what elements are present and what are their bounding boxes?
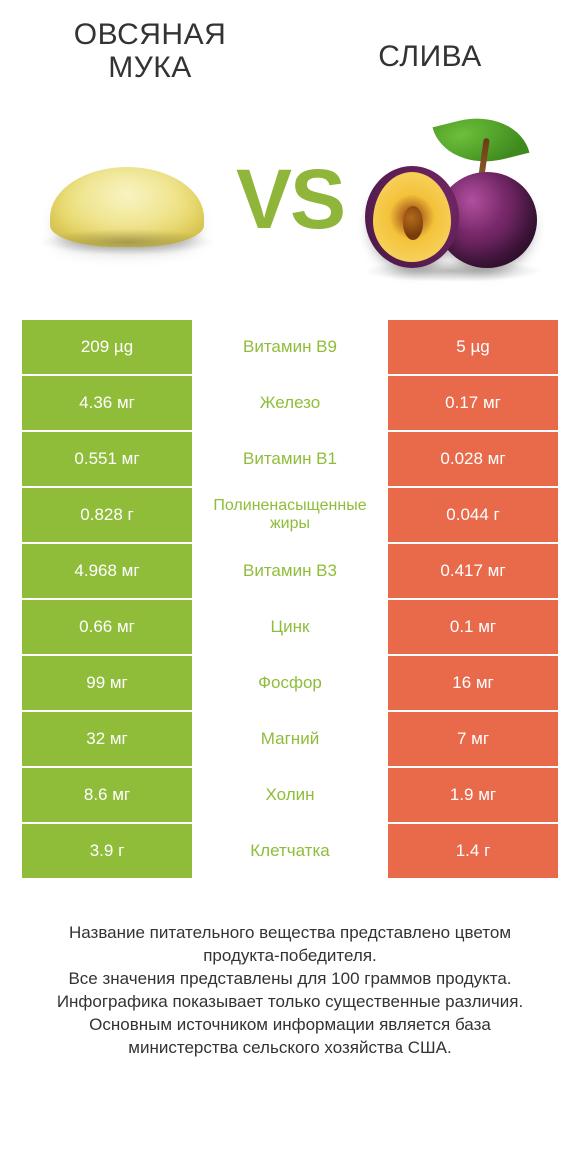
table-row: 99 мгФосфор16 мг: [22, 656, 558, 710]
left-value: 0.66 мг: [22, 600, 192, 654]
footer-line: Все значения представлены для 100 граммо…: [32, 968, 548, 991]
plum-shadow: [363, 260, 543, 282]
comparison-table: 209 µgВитамин B95 µg4.36 мгЖелезо0.17 мг…: [22, 320, 558, 878]
flour-illustration: [42, 139, 212, 259]
left-value: 0.828 г: [22, 488, 192, 542]
left-value: 4.36 мг: [22, 376, 192, 430]
table-row: 0.66 мгЦинк0.1 мг: [22, 600, 558, 654]
right-value: 0.044 г: [388, 488, 558, 542]
left-value: 8.6 мг: [22, 768, 192, 822]
left-product-title: ОВСЯНАЯ МУКА: [50, 18, 250, 84]
footer-line: Основным источником информации является …: [32, 1014, 548, 1060]
right-product-title: СЛИВА: [330, 40, 530, 73]
right-value: 0.1 мг: [388, 600, 558, 654]
nutrient-label: Витамин B1: [192, 432, 388, 486]
left-value: 3.9 г: [22, 824, 192, 878]
nutrient-label: Витамин B9: [192, 320, 388, 374]
footer-text: Название питательного вещества представл…: [22, 922, 558, 1060]
infographic-page: ОВСЯНАЯ МУКА СЛИВА VS 209 µgВитамин B95 …: [0, 0, 580, 1174]
table-row: 209 µgВитамин B95 µg: [22, 320, 558, 374]
nutrient-label: Фосфор: [192, 656, 388, 710]
table-row: 3.9 гКлетчатка1.4 г: [22, 824, 558, 878]
left-value: 209 µg: [22, 320, 192, 374]
nutrient-label: Витамин B3: [192, 544, 388, 598]
nutrient-label: Цинк: [192, 600, 388, 654]
right-value: 7 мг: [388, 712, 558, 766]
table-row: 8.6 мгХолин1.9 мг: [22, 768, 558, 822]
header-left: ОВСЯНАЯ МУКА: [50, 18, 250, 84]
plum-illustration: [363, 114, 543, 284]
vs-label: VS: [236, 157, 344, 241]
vs-row: VS: [22, 94, 558, 304]
right-value: 16 мг: [388, 656, 558, 710]
table-row: 32 мгМагний7 мг: [22, 712, 558, 766]
table-row: 0.828 гПолиненасыщенные жиры0.044 г: [22, 488, 558, 542]
table-row: 4.968 мгВитамин B30.417 мг: [22, 544, 558, 598]
left-value: 4.968 мг: [22, 544, 192, 598]
table-row: 0.551 мгВитамин B10.028 мг: [22, 432, 558, 486]
nutrient-label: Железо: [192, 376, 388, 430]
right-value: 0.17 мг: [388, 376, 558, 430]
right-value: 1.4 г: [388, 824, 558, 878]
footer-line: Инфографика показывает только существенн…: [32, 991, 548, 1014]
left-value: 32 мг: [22, 712, 192, 766]
right-value: 5 µg: [388, 320, 558, 374]
nutrient-label: Клетчатка: [192, 824, 388, 878]
table-row: 4.36 мгЖелезо0.17 мг: [22, 376, 558, 430]
right-value: 0.028 мг: [388, 432, 558, 486]
header-right: СЛИВА: [330, 18, 530, 73]
right-value: 0.417 мг: [388, 544, 558, 598]
footer-line: Название питательного вещества представл…: [32, 922, 548, 968]
header-row: ОВСЯНАЯ МУКА СЛИВА: [22, 18, 558, 84]
plum-half: [365, 166, 459, 268]
nutrient-label: Полиненасыщенные жиры: [192, 488, 388, 542]
right-product-image: [358, 104, 548, 294]
right-value: 1.9 мг: [388, 768, 558, 822]
left-value: 0.551 мг: [22, 432, 192, 486]
nutrient-label: Магний: [192, 712, 388, 766]
left-value: 99 мг: [22, 656, 192, 710]
left-product-image: [32, 104, 222, 294]
nutrient-label: Холин: [192, 768, 388, 822]
